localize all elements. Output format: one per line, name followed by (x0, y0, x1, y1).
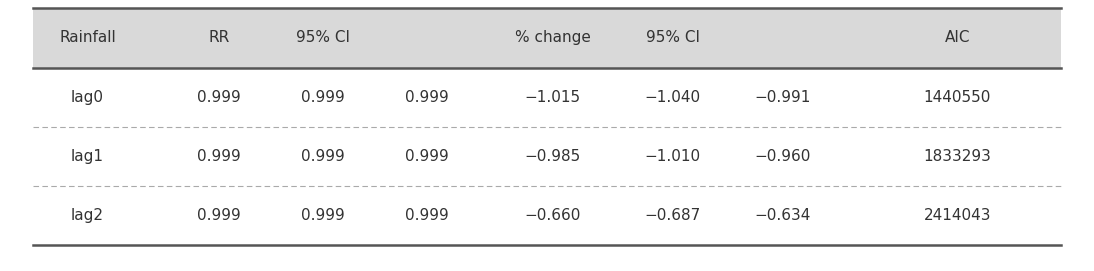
Text: lag2: lag2 (71, 208, 104, 223)
Text: −0.960: −0.960 (754, 149, 811, 164)
Text: 0.999: 0.999 (405, 208, 449, 223)
Text: Rainfall: Rainfall (59, 30, 116, 46)
Text: −0.991: −0.991 (754, 90, 811, 105)
Text: −0.634: −0.634 (754, 208, 811, 223)
Text: 2414043: 2414043 (923, 208, 991, 223)
Text: 0.999: 0.999 (301, 149, 345, 164)
Text: RR: RR (208, 30, 230, 46)
Text: 1833293: 1833293 (923, 149, 991, 164)
Text: −0.985: −0.985 (524, 149, 581, 164)
Text: 0.999: 0.999 (301, 90, 345, 105)
Text: −0.660: −0.660 (524, 208, 581, 223)
Text: AIC: AIC (944, 30, 970, 46)
Text: 95% CI: 95% CI (645, 30, 700, 46)
Text: 0.999: 0.999 (197, 208, 241, 223)
Text: lag1: lag1 (71, 149, 104, 164)
Text: 0.999: 0.999 (197, 149, 241, 164)
Text: −0.687: −0.687 (644, 208, 701, 223)
Text: 0.999: 0.999 (405, 90, 449, 105)
Bar (33, 8, 1061, 68)
Text: 0.999: 0.999 (301, 208, 345, 223)
Text: 0.999: 0.999 (405, 149, 449, 164)
Text: −1.015: −1.015 (524, 90, 581, 105)
Text: 1440550: 1440550 (923, 90, 991, 105)
Text: lag0: lag0 (71, 90, 104, 105)
Text: 0.999: 0.999 (197, 90, 241, 105)
Text: −1.010: −1.010 (644, 149, 701, 164)
Text: % change: % change (514, 30, 591, 46)
Text: 95% CI: 95% CI (295, 30, 350, 46)
Text: −1.040: −1.040 (644, 90, 701, 105)
